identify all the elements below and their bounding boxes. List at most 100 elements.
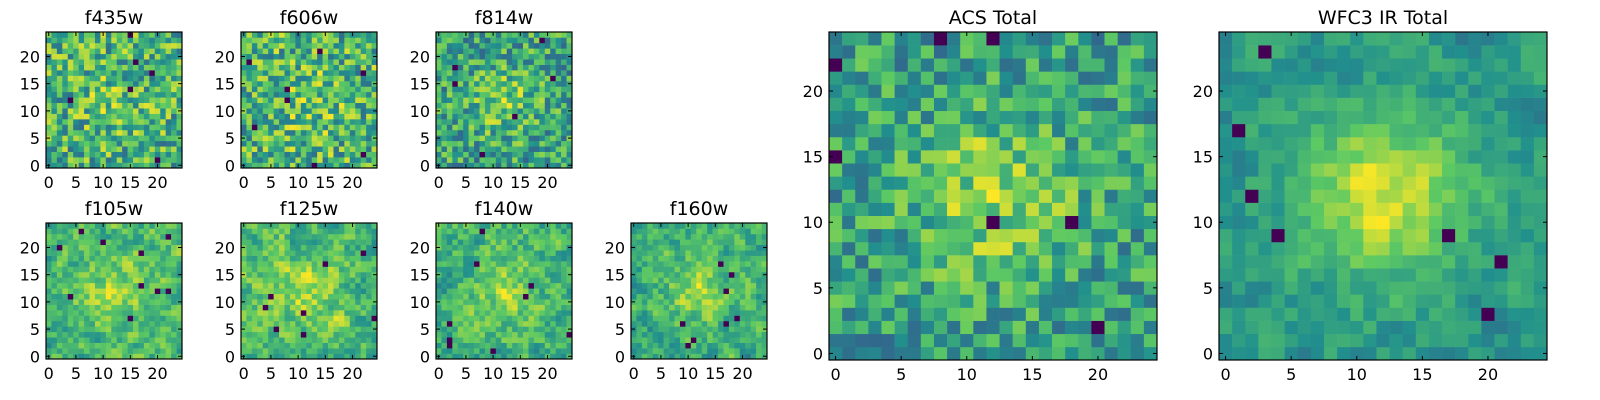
heatmap-cell [495, 157, 502, 163]
heatmap-cell [907, 176, 922, 190]
heatmap-cell [446, 293, 453, 300]
heatmap-cell [317, 53, 323, 60]
heatmap-cell [436, 331, 442, 338]
heatmap-cell [528, 342, 535, 349]
heatmap-cell [322, 244, 329, 251]
heatmap-cell [67, 310, 74, 316]
heatmap-cell [46, 157, 52, 163]
heatmap-cell [446, 282, 453, 289]
heatmap-cell [501, 244, 508, 251]
heatmap-cell [78, 70, 85, 76]
heatmap-cell [544, 331, 551, 338]
heatmap-cell [160, 32, 166, 38]
heatmap-cell [138, 320, 145, 327]
heatmap-cell [544, 157, 551, 163]
heatmap-cell [171, 331, 177, 338]
heatmap-cell [484, 135, 491, 142]
heatmap-cell [116, 288, 123, 295]
heatmap-cell [165, 108, 172, 114]
heatmap-cell [138, 135, 145, 142]
heatmap-cell [73, 146, 79, 152]
heatmap-cell [143, 124, 150, 131]
heatmap-cell [333, 48, 340, 55]
heatmap-cell [1143, 307, 1158, 321]
heatmap-cell [479, 271, 486, 278]
heatmap-cell [523, 102, 529, 109]
x-tick-label: 0 [239, 364, 249, 383]
heatmap-cell [138, 140, 145, 147]
heatmap-cell [273, 266, 280, 273]
heatmap-cell [328, 320, 334, 327]
heatmap-cell [295, 337, 302, 343]
heatmap-cell [894, 320, 909, 335]
heatmap-cell [685, 337, 692, 343]
heatmap-cell [501, 157, 508, 163]
heatmap-cell [881, 255, 895, 269]
heatmap-cell [257, 223, 264, 229]
heatmap-cell [561, 326, 567, 333]
x-tick-label: 5 [461, 173, 471, 192]
heatmap-cell [517, 271, 524, 278]
heatmap-cell [366, 266, 372, 273]
heatmap-cell [517, 140, 524, 147]
heatmap-cell [317, 157, 323, 163]
heatmap-cell [295, 326, 302, 333]
heatmap-cell [960, 189, 974, 203]
heatmap-cell [116, 342, 123, 349]
heatmap-cell [756, 310, 762, 316]
heatmap-cell [457, 288, 464, 295]
heatmap-cell [636, 244, 643, 251]
heatmap-cell [300, 271, 307, 278]
heatmap-cell [46, 266, 52, 273]
heatmap-cell [251, 266, 258, 273]
heatmap-cell [306, 97, 313, 104]
heatmap-cell [149, 157, 156, 163]
heatmap-cell [116, 239, 123, 246]
heatmap-cell [300, 255, 307, 262]
heatmap-cell [1065, 176, 1079, 190]
heatmap-cell [366, 75, 372, 82]
heatmap-cell [78, 282, 85, 289]
heatmap-cell [295, 102, 302, 109]
heatmap-cell [133, 310, 139, 316]
heatmap-cell [652, 271, 659, 278]
heatmap-cell [51, 282, 58, 289]
heatmap-cell [46, 102, 52, 109]
heatmap-cell [306, 113, 313, 120]
heatmap-cell [468, 261, 475, 267]
y-tick-label: 5 [30, 129, 40, 148]
y-tick-label: 10 [20, 293, 40, 312]
heatmap-cell [506, 255, 513, 262]
heatmap-cell [289, 320, 296, 327]
heatmap-cell [73, 64, 79, 71]
heatmap-cell [171, 48, 177, 55]
heatmap-cell [479, 348, 486, 354]
heatmap-cell [679, 250, 686, 256]
heatmap-cell [143, 75, 150, 82]
heatmap-cell [868, 215, 882, 230]
heatmap-cell [501, 48, 508, 55]
heatmap-cell [690, 304, 697, 311]
heatmap-cell [463, 113, 469, 120]
heatmap-cell [279, 140, 285, 147]
heatmap-cell [479, 255, 486, 262]
heatmap-cell [446, 223, 453, 229]
heatmap-cell [566, 348, 573, 354]
heatmap-cell [490, 113, 497, 120]
heatmap-cell [311, 59, 318, 65]
heatmap-cell [105, 293, 112, 300]
heatmap-cell [94, 59, 101, 65]
heatmap-cell [257, 233, 264, 240]
heatmap-cell [311, 162, 318, 169]
heatmap-cell [436, 239, 442, 246]
heatmap-cell [1025, 202, 1040, 216]
heatmap-cell [262, 299, 269, 305]
heatmap-cell [262, 233, 269, 240]
heatmap-cell [268, 135, 274, 142]
heatmap-cell [62, 32, 69, 38]
heatmap-cell [279, 59, 285, 65]
heatmap-cell [484, 80, 491, 87]
heatmap-cell [62, 244, 69, 251]
heatmap-cell [257, 59, 264, 65]
heatmap-cell [868, 228, 882, 243]
